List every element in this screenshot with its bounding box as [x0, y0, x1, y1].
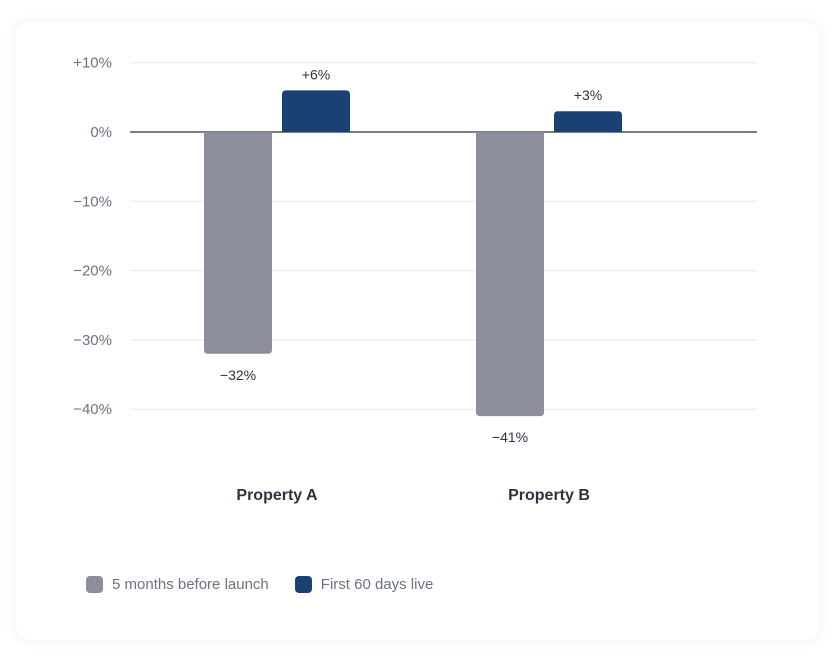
legend-item-before-launch[interactable]: 5 months before launch: [86, 576, 269, 593]
category-label: Property A: [236, 487, 318, 504]
data-label: +3%: [574, 87, 602, 103]
bar-property-b-before-launch[interactable]: [476, 132, 544, 417]
legend-item-first-60-days[interactable]: First 60 days live: [294, 576, 434, 593]
data-label: −41%: [492, 429, 528, 445]
bar-property-b-first-60-days[interactable]: [554, 111, 622, 132]
data-label: −32%: [220, 367, 256, 383]
chart-card: [16, 22, 819, 640]
y-tick-label: +10%: [73, 55, 112, 72]
bar-property-a-first-60-days[interactable]: [282, 90, 350, 132]
data-label: +6%: [302, 66, 330, 82]
legend-swatch-first-60-days: [294, 576, 312, 593]
legend: 5 months before launch First 60 days liv…: [86, 576, 433, 593]
legend-label-first-60-days: First 60 days live: [320, 576, 434, 593]
y-tick-label: −40%: [73, 401, 112, 418]
legend-label-before-launch: 5 months before launch: [112, 576, 269, 593]
y-tick-label: −10%: [73, 193, 112, 210]
y-tick-label: −30%: [73, 332, 112, 349]
legend-swatch-before-launch: [86, 576, 103, 593]
category-label: Property B: [508, 487, 590, 504]
y-tick-label: −20%: [73, 263, 112, 280]
bar-property-a-before-launch[interactable]: [204, 132, 272, 354]
y-tick-label: 0%: [90, 124, 112, 141]
